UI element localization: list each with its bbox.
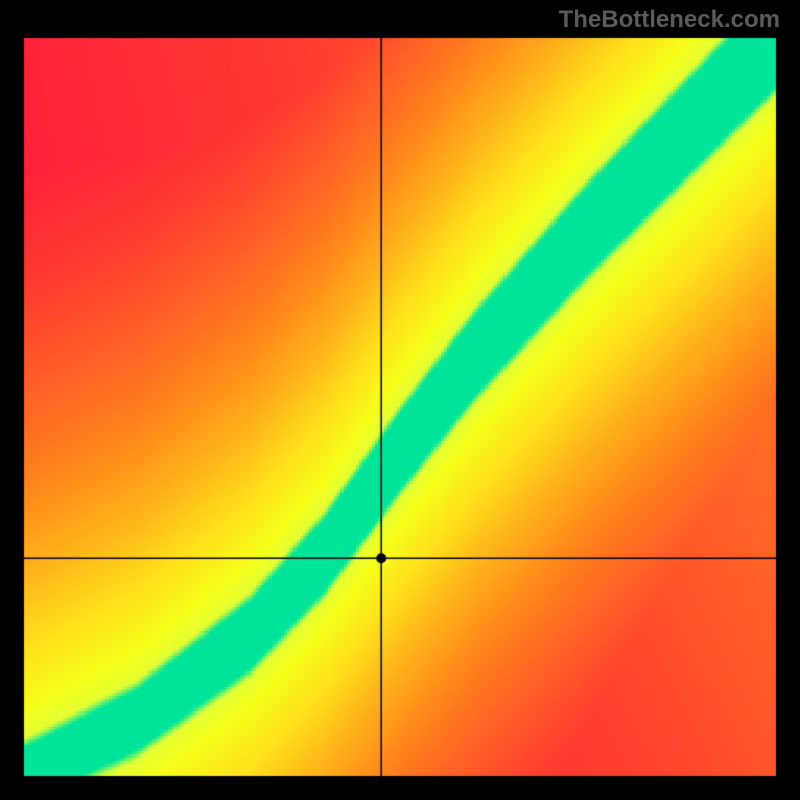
chart-container: TheBottleneck.com [0, 0, 800, 800]
watermark-text: TheBottleneck.com [559, 6, 780, 34]
bottleneck-heatmap [0, 0, 800, 800]
